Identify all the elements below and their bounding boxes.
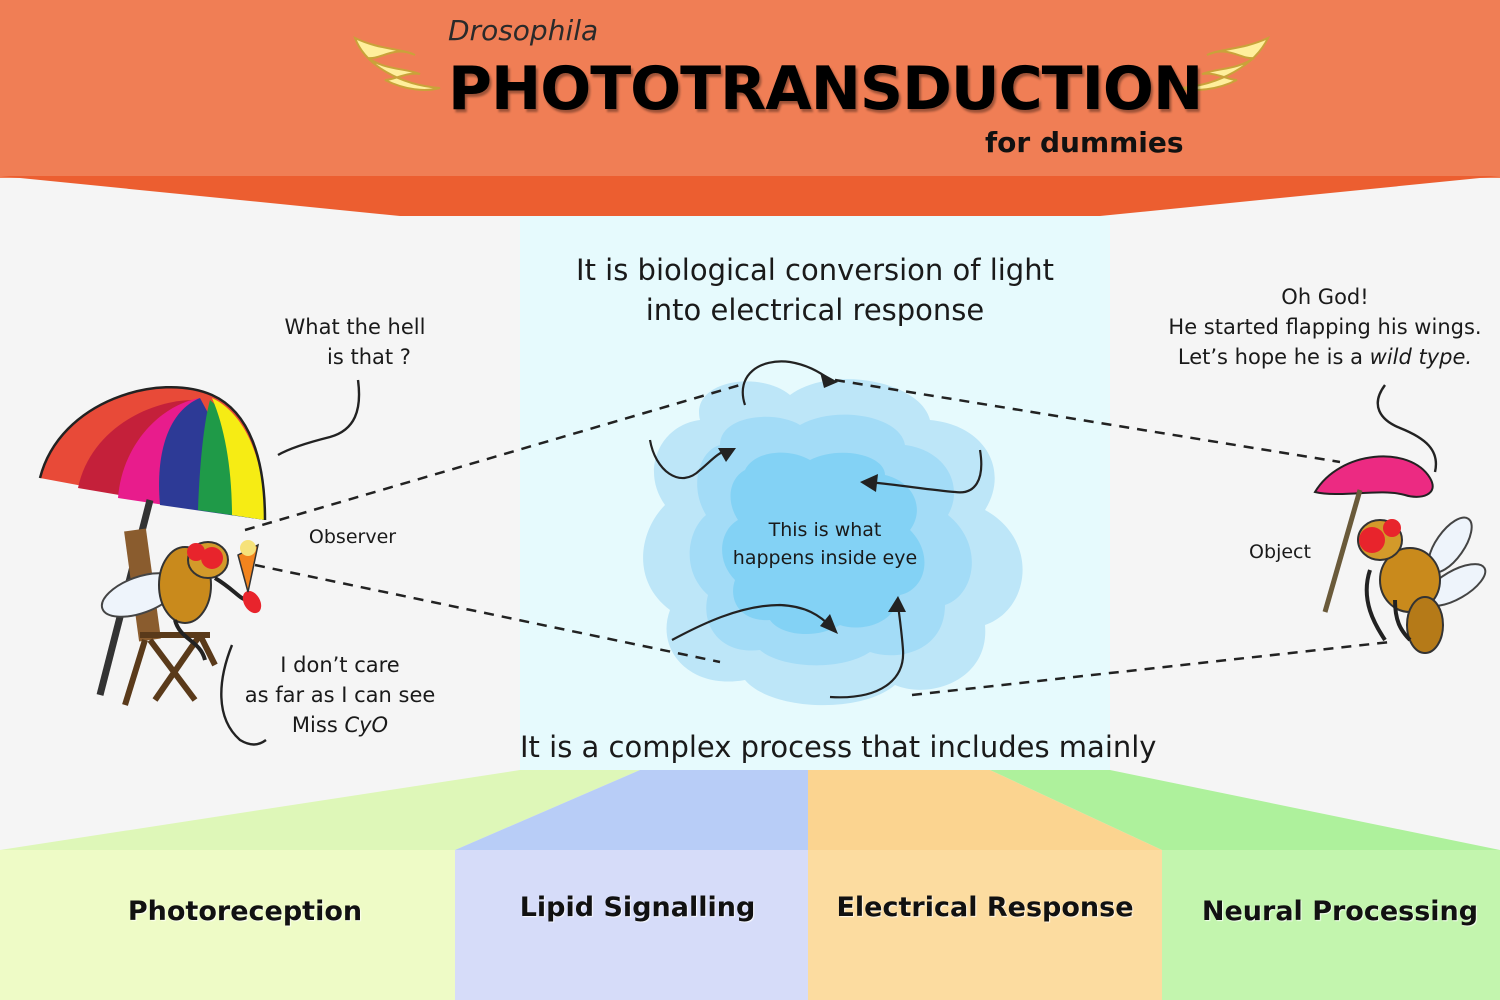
header-funnel bbox=[0, 176, 1500, 216]
category-top-electrical bbox=[808, 770, 1162, 850]
category-bg-photoreception bbox=[0, 850, 455, 1000]
arrowheads bbox=[718, 372, 906, 634]
umbrella-icon bbox=[38, 386, 267, 696]
eye-label: This is what happens inside eye bbox=[732, 519, 918, 569]
sight-lines bbox=[244, 378, 1391, 697]
object-speech: Oh God! He started flapping his wings. L… bbox=[1168, 285, 1482, 369]
fly-icon bbox=[100, 540, 262, 661]
wing-icon bbox=[1179, 35, 1271, 91]
fly-icon bbox=[1357, 516, 1487, 654]
speech-curls bbox=[220, 379, 1438, 746]
observer-speech-top: What the hell is that ? bbox=[284, 315, 426, 369]
definition-text: It is biological conversion of light int… bbox=[576, 253, 1054, 327]
process-intro: It is a complex process that includes ma… bbox=[520, 730, 1157, 764]
category-bg-neural bbox=[1162, 850, 1500, 1000]
category-photoreception: Photoreception bbox=[127, 896, 363, 927]
umbrella-icon bbox=[1313, 455, 1434, 613]
process-arrows bbox=[648, 360, 983, 699]
title-tagline: for dummies bbox=[985, 126, 1184, 159]
header-band bbox=[0, 0, 1500, 178]
category-electrical-response: Electrical Response bbox=[836, 892, 1134, 923]
object-label: Object bbox=[1249, 541, 1311, 563]
title-subtitle: Drosophila bbox=[448, 14, 599, 47]
category-lipid-signalling: Lipid Signalling bbox=[519, 892, 756, 923]
category-bg-electrical bbox=[808, 850, 1162, 1000]
wing-icon bbox=[353, 36, 441, 91]
category-top-neural bbox=[990, 770, 1500, 850]
category-bg-lipid bbox=[455, 850, 808, 1000]
category-top-lipid bbox=[455, 770, 808, 850]
category-neural-processing: Neural Processing bbox=[1201, 896, 1479, 927]
observer-speech-bottom: I don’t care as far as I can see Miss Cy… bbox=[244, 653, 436, 737]
observer-label: Observer bbox=[308, 526, 397, 548]
page-title: PHOTOTRANSDUCTION bbox=[448, 54, 1203, 124]
